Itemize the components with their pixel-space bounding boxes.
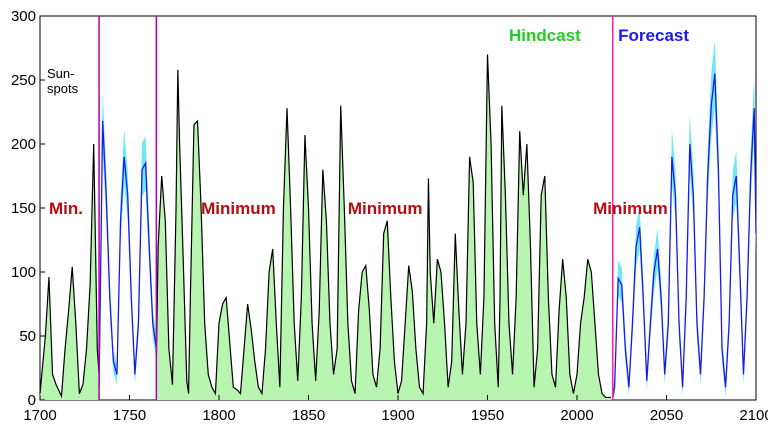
hindcast-line: [155, 54, 612, 399]
annotation-label: Hindcast: [509, 26, 581, 45]
forecast-series: [98, 73, 757, 398]
hindcast-area: [156, 54, 612, 401]
y-axis-label: Sun-spots: [47, 66, 79, 96]
y-tick-label: 0: [28, 392, 36, 409]
forecast-band: [99, 90, 157, 397]
y-label-line: spots: [47, 81, 79, 96]
x-tick-label: 2000: [560, 407, 593, 424]
annotation-label: Min.: [49, 199, 83, 218]
y-axis-ticks: 0 50 100 150 200 250 300: [11, 8, 45, 409]
y-tick-label: 100: [11, 264, 36, 281]
vertical-markers: [98, 16, 614, 400]
x-tick-label: 1900: [381, 407, 414, 424]
annotation-label: Minimum: [593, 199, 668, 218]
y-tick-label: 150: [11, 200, 36, 217]
forecast-line: [612, 73, 757, 398]
y-label-line: Sun-: [47, 66, 74, 81]
annotation-label: Forecast: [618, 26, 689, 45]
y-tick-label: 250: [11, 72, 36, 89]
x-tick-label: 2050: [650, 407, 683, 424]
x-tick-label: 1950: [471, 407, 504, 424]
hindcast-line: [39, 143, 100, 399]
annotation-label: Minimum: [201, 199, 276, 218]
hindcast-series: [39, 54, 612, 401]
chart-annotations: Min. Minimum Minimum Minimum Hindcast Forecas…: [49, 26, 689, 218]
x-tick-label: 1700: [23, 407, 56, 424]
x-tick-label: 1850: [292, 407, 325, 424]
y-tick-label: 50: [19, 328, 36, 345]
x-tick-label: 1750: [113, 407, 146, 424]
y-tick-label: 200: [11, 136, 36, 153]
x-tick-label: 1800: [202, 407, 235, 424]
forecast-line: [98, 120, 157, 388]
y-tick-label: 300: [11, 8, 36, 25]
annotation-label: Minimum: [348, 199, 423, 218]
